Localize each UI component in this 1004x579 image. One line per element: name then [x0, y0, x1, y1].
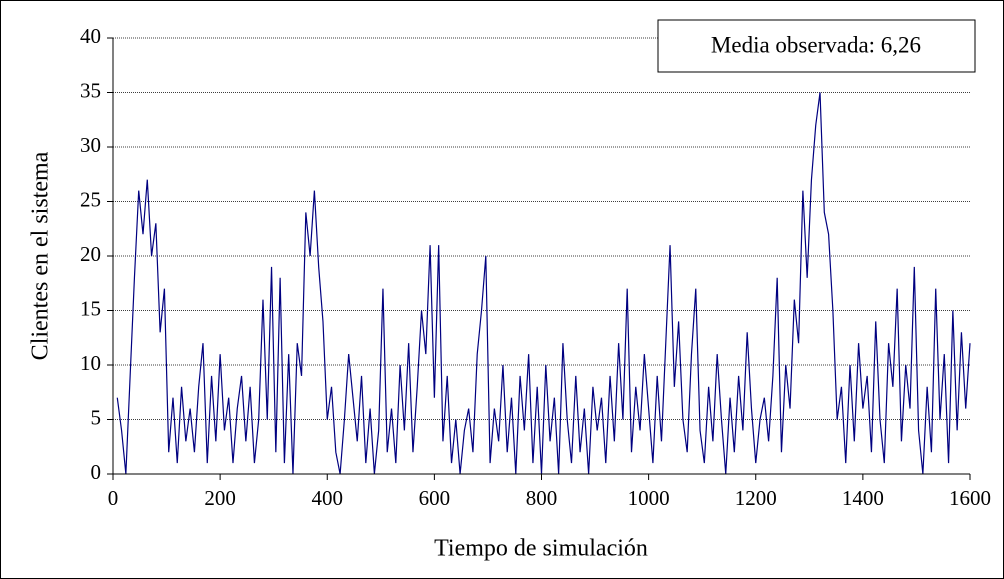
y-tick-label: 20 [80, 242, 101, 266]
y-axis-label: Clientes en el sistema [28, 151, 54, 360]
y-tick-label: 30 [80, 133, 101, 157]
x-tick-label: 1200 [735, 486, 777, 510]
x-tick-label: 1600 [949, 486, 991, 510]
x-axis-label: Tiempo de simulación [434, 536, 648, 562]
data-line [116, 92, 971, 475]
x-tick-label: 200 [204, 486, 236, 510]
y-tick-label: 10 [80, 351, 101, 375]
y-tick-label: 25 [80, 187, 101, 211]
y-tick-label: 35 [80, 78, 101, 102]
y-tick-label: 0 [91, 460, 102, 484]
x-tick-label: 1400 [842, 486, 884, 510]
annotation-box [657, 19, 976, 73]
y-tick-label: 40 [80, 24, 101, 48]
x-tick-label: 800 [526, 486, 558, 510]
y-tick-label: 5 [91, 405, 102, 429]
x-tick-label: 1000 [628, 486, 670, 510]
y-tick-label: 15 [80, 296, 101, 320]
x-tick-label: 400 [312, 486, 344, 510]
x-tick-label: 600 [419, 486, 451, 510]
x-tick-label: 0 [108, 486, 119, 510]
annotation: Media observada: 6,26 [711, 32, 921, 57]
